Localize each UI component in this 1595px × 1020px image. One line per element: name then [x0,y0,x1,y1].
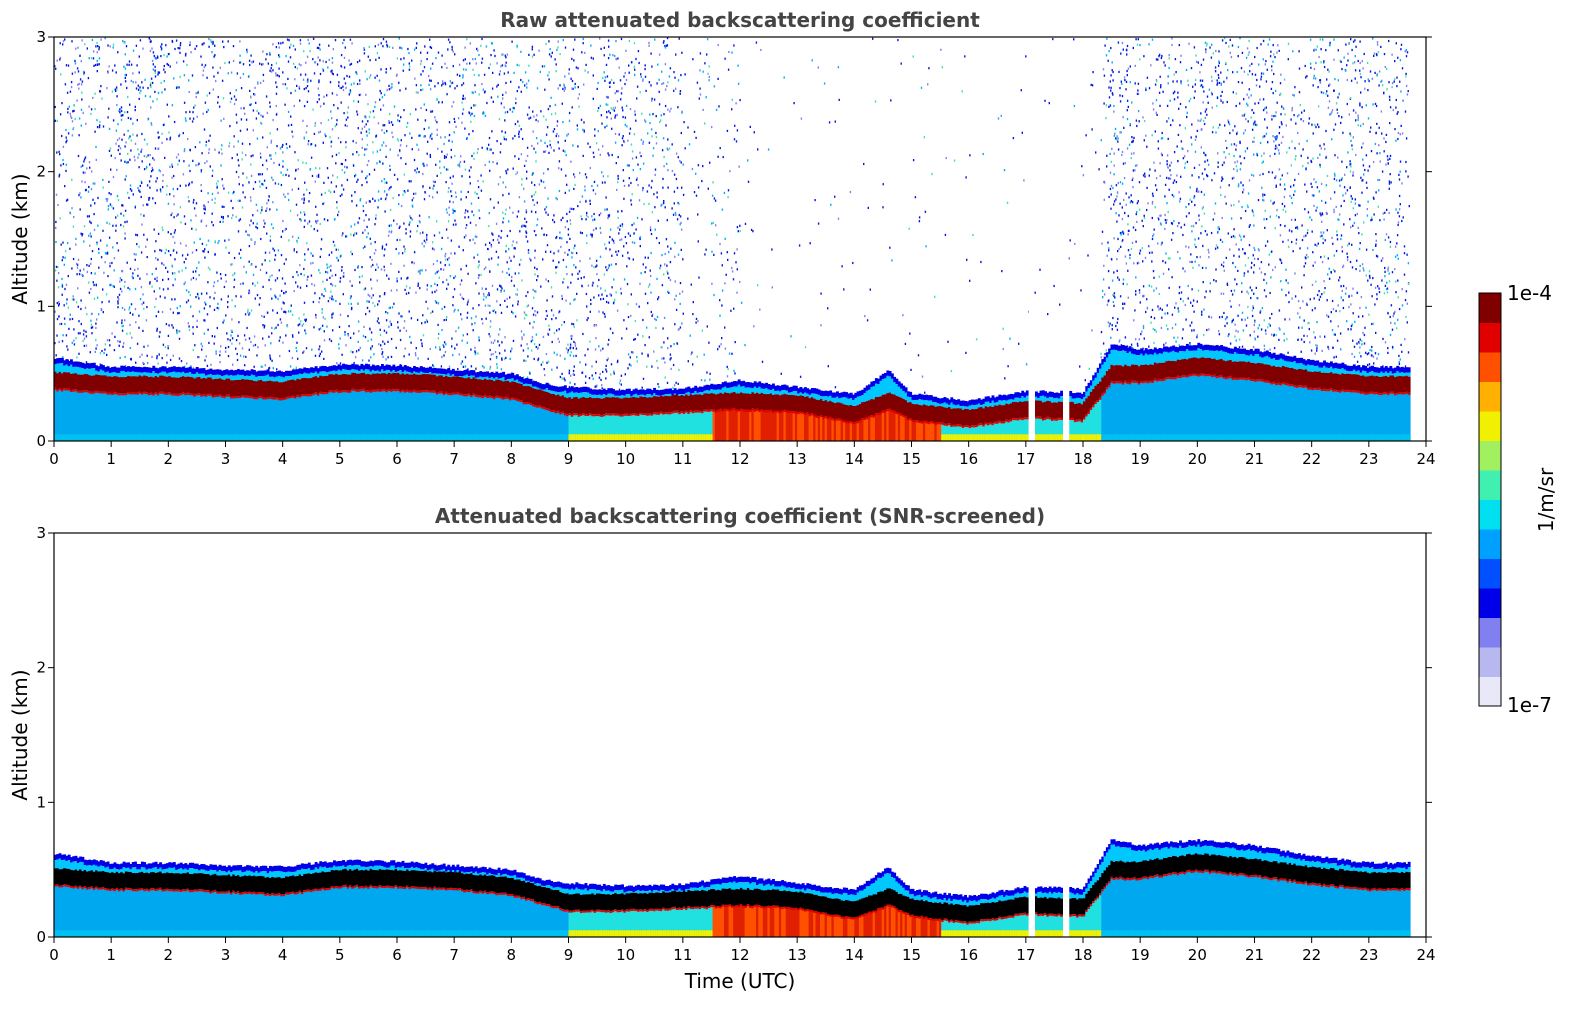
colorbar-swatch [1479,352,1501,382]
x-tick-label: 13 [788,946,807,964]
x-tick-label: 18 [1073,946,1092,964]
colorbar-min-label: 1e-7 [1507,693,1552,717]
panel1-axes: 0 1 2 3 4 5 6 7 8 9 10 11 12 13 14 15 16 17 18 19 20 21 22 23 24… [36,28,1435,468]
x-tick-label: 4 [278,946,288,964]
x-tick-label: 7 [449,946,459,964]
x-tick-label: 0 [49,946,59,964]
x-tick-label: 3 [221,450,231,468]
x-tick-label: 2 [164,946,174,964]
colorbar-swatch [1479,588,1501,618]
y-tick-label: 1 [36,297,46,315]
x-tick-label: 16 [959,946,978,964]
panel2-ylabel: Altitude (km) [8,669,32,800]
x-tick-label: 19 [1131,946,1150,964]
colorbar-swatch [1479,293,1501,323]
panel2-axes: 0 1 2 3 4 5 6 7 8 9 10 11 12 13 14 15 16 17 18 19 20 21 22 23 24… [36,524,1435,964]
colorbar-swatch [1479,499,1501,530]
colorbar-swatch [1479,529,1501,559]
x-tick-label: 0 [49,450,59,468]
x-tick-label: 5 [335,946,345,964]
x-tick-label: 3 [221,946,231,964]
x-tick-label: 22 [1302,946,1321,964]
x-tick-label: 10 [616,450,635,468]
x-tick-label: 4 [278,450,288,468]
colorbar [1479,293,1501,707]
x-tick-label: 2 [164,450,174,468]
colorbar-swatch [1479,381,1501,412]
x-tick-label: 24 [1416,946,1435,964]
y-tick-label: 0 [36,928,46,946]
colorbar-swatch [1479,647,1501,677]
y-tick-label: 3 [36,524,46,542]
x-tick-label: 17 [1016,450,1035,468]
x-tick-label: 19 [1131,450,1150,468]
colorbar-swatch [1479,411,1501,441]
x-tick-label: 1 [106,450,116,468]
x-tick-label: 9 [564,450,574,468]
colorbar-swatch [1479,470,1501,500]
x-tick-label: 22 [1302,450,1321,468]
colorbar-frame [1478,292,1502,707]
panel1-heatmap [54,37,1411,441]
noise-speckle [54,37,1410,394]
colorbar-swatch [1479,676,1501,707]
x-tick-label: 1 [106,946,116,964]
x-tick-label: 11 [673,946,692,964]
x-tick-label: 7 [449,450,459,468]
x-tick-label: 14 [845,450,864,468]
y-tick-label: 3 [36,28,46,46]
x-tick-label: 6 [392,450,402,468]
x-tick-label: 12 [730,946,749,964]
x-tick-label: 10 [616,946,635,964]
x-tick-label: 16 [959,450,978,468]
x-tick-label: 8 [507,450,517,468]
x-tick-label: 24 [1416,450,1435,468]
x-tick-label: 5 [335,450,345,468]
x-tick-label: 12 [730,450,749,468]
x-tick-label: 21 [1245,450,1264,468]
panel2-xlabel: Time (UTC) [684,969,796,993]
backscatter-columns [54,839,1411,937]
panel1-title: Raw attenuated backscattering coefficien… [500,8,980,32]
x-tick-label: 23 [1359,450,1378,468]
x-tick-label: 18 [1073,450,1092,468]
y-tick-label: 1 [36,793,46,811]
x-tick-label: 21 [1245,946,1264,964]
colorbar-swatch [1479,617,1501,648]
y-tick-label: 2 [36,163,46,181]
colorbar-swatch [1479,322,1501,353]
y-tick-label: 0 [36,432,46,450]
colorbar-units-label: 1/m/sr [1534,467,1558,532]
colorbar-max-label: 1e-4 [1507,281,1552,305]
colorbar-swatch [1479,440,1501,471]
x-tick-label: 20 [1188,946,1207,964]
x-tick-label: 15 [902,946,921,964]
colorbar-swatch [1479,558,1501,589]
backscatter-columns [54,342,1411,441]
x-tick-label: 15 [902,450,921,468]
x-tick-label: 9 [564,946,574,964]
panel2-title: Attenuated backscattering coefficient (S… [435,504,1045,528]
x-tick-label: 23 [1359,946,1378,964]
panel2-heatmap [54,533,1411,937]
x-tick-label: 17 [1016,946,1035,964]
x-tick-label: 6 [392,946,402,964]
x-tick-label: 11 [673,450,692,468]
panel1-ylabel: Altitude (km) [8,173,32,304]
x-tick-label: 13 [788,450,807,468]
x-tick-label: 8 [507,946,517,964]
x-tick-label: 20 [1188,450,1207,468]
y-tick-label: 2 [36,659,46,677]
x-tick-label: 14 [845,946,864,964]
